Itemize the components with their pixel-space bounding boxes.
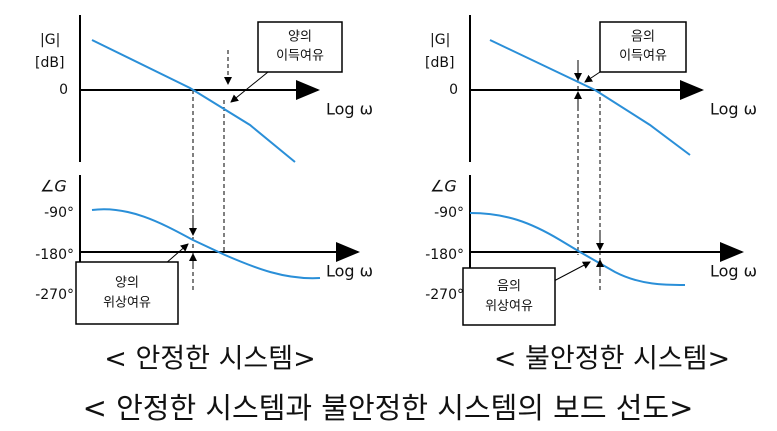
phase-tick-label: -90° (434, 205, 464, 221)
panel-title: < 안정한 시스템> (104, 344, 315, 375)
gain-margin-label: 이득여유 (619, 49, 667, 64)
phase-x-label: Log ω (326, 262, 373, 281)
gain-margin-label: 음의 (631, 30, 655, 45)
gain-x-label: Log ω (326, 100, 373, 119)
gain-margin-box (599, 21, 687, 73)
phase-y-label: ∠G (40, 177, 67, 196)
gain-curve (489, 39, 691, 156)
gain-margin-label: 양의 (288, 30, 312, 45)
gain-x-label: Log ω (710, 100, 757, 119)
gain-y-unit: [dB] (425, 55, 454, 71)
phase-margin-label: 위상여유 (485, 299, 533, 314)
phase-x-label: Log ω (710, 262, 757, 281)
phase-margin-label: 양의 (115, 276, 139, 291)
gain-margin-box (257, 21, 343, 73)
margin-arrows (551, 60, 607, 283)
panel-title: < 불안정한 시스템> (494, 344, 730, 375)
gain-margin-label: 이득여유 (276, 49, 324, 64)
gain-y-unit: [dB] (35, 55, 64, 71)
gain-y-label: |G| (430, 32, 450, 48)
phase-margin-box (75, 261, 179, 325)
phase-tick-label: -180° (35, 247, 74, 263)
phase-tick-label: -270° (35, 287, 74, 303)
phase-margin-label: 음의 (497, 279, 521, 294)
phase-tick-label: -90° (44, 205, 74, 221)
phase-margin-label: 위상여유 (103, 296, 151, 311)
gain-zero: 0 (449, 82, 458, 98)
phase-margin-box (462, 267, 556, 326)
phase-tick-label: -180° (425, 247, 464, 263)
phase-y-label: ∠G (430, 177, 457, 196)
caption: < 안정한 시스템과 불안정한 시스템의 보드 선도> (83, 391, 694, 425)
phase-curve (469, 212, 686, 286)
gain-zero: 0 (59, 82, 68, 98)
margin-arrows (164, 50, 269, 268)
phase-curve (91, 208, 321, 280)
gain-curve (91, 39, 296, 163)
phase-tick-label: -270° (425, 287, 464, 303)
gain-y-label: |G| (40, 32, 60, 48)
